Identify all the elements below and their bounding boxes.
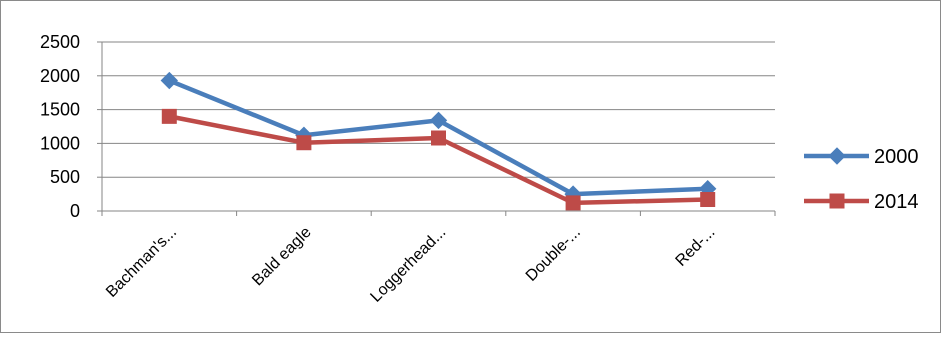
y-tick-label: 0 xyxy=(70,201,80,221)
chart-area: 0 500 1000 1500 2000 2500 Bachman's... Bald eag… xyxy=(0,0,941,333)
data-point xyxy=(701,193,715,207)
legend-label: 2000 xyxy=(874,146,919,168)
line-chart: 0 500 1000 1500 2000 2500 Bachman's... Bald eag… xyxy=(1,1,942,334)
x-tick-label: Red-... xyxy=(673,224,719,270)
data-point xyxy=(432,131,446,145)
axes: 0 500 1000 1500 2000 2500 Bachman's... Bald eag… xyxy=(40,32,775,306)
x-tick-label: Bachman's... xyxy=(103,224,180,301)
data-point xyxy=(830,194,844,208)
data-point xyxy=(161,73,177,89)
x-tick-label: Bald eagle xyxy=(249,224,315,290)
x-tick-label: Double-... xyxy=(523,224,584,285)
series xyxy=(161,73,715,210)
y-tick-label: 1500 xyxy=(40,100,80,120)
data-point xyxy=(162,109,176,123)
y-tick-label: 1000 xyxy=(40,133,80,153)
legend-label: 2014 xyxy=(874,191,919,213)
y-tick-label: 2000 xyxy=(40,66,80,86)
data-point xyxy=(297,136,311,150)
legend: 2000 2014 xyxy=(804,146,919,213)
y-tick-label: 2500 xyxy=(40,32,80,52)
y-tick-label: 500 xyxy=(50,167,80,187)
data-point xyxy=(566,196,580,210)
x-tick-label: Loggerhead... xyxy=(367,224,449,306)
data-point xyxy=(829,148,845,164)
gridlines xyxy=(102,42,775,177)
